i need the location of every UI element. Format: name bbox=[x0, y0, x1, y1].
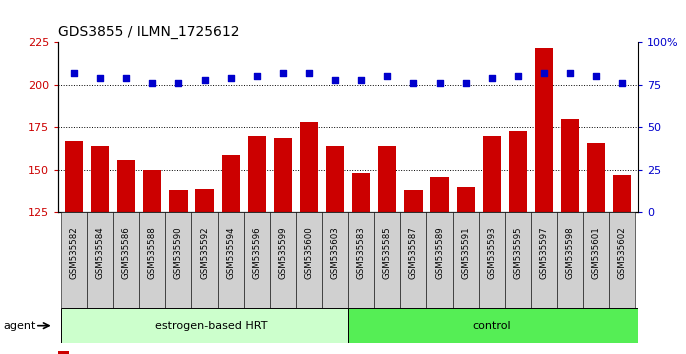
Point bbox=[121, 75, 132, 81]
Text: agent: agent bbox=[3, 321, 36, 331]
FancyBboxPatch shape bbox=[505, 212, 531, 308]
Text: GSM535585: GSM535585 bbox=[383, 227, 392, 280]
Bar bbox=[561, 119, 579, 212]
Text: control: control bbox=[473, 321, 511, 331]
Bar bbox=[535, 47, 553, 212]
Point bbox=[303, 70, 314, 76]
FancyBboxPatch shape bbox=[479, 212, 505, 308]
Text: GSM535582: GSM535582 bbox=[69, 227, 78, 280]
Bar bbox=[509, 131, 527, 212]
Bar bbox=[378, 146, 397, 212]
Text: GSM535591: GSM535591 bbox=[461, 227, 470, 279]
FancyBboxPatch shape bbox=[244, 212, 270, 308]
Bar bbox=[58, 351, 69, 354]
Point bbox=[199, 77, 210, 83]
FancyBboxPatch shape bbox=[583, 212, 609, 308]
FancyBboxPatch shape bbox=[165, 212, 191, 308]
FancyBboxPatch shape bbox=[191, 212, 217, 308]
FancyBboxPatch shape bbox=[270, 212, 296, 308]
Text: GSM535586: GSM535586 bbox=[121, 227, 131, 280]
FancyBboxPatch shape bbox=[375, 212, 401, 308]
Bar bbox=[348, 308, 638, 343]
Bar bbox=[117, 160, 135, 212]
Text: GSM535601: GSM535601 bbox=[592, 227, 601, 280]
Point bbox=[329, 77, 340, 83]
Bar bbox=[300, 122, 318, 212]
Text: GSM535603: GSM535603 bbox=[331, 227, 340, 280]
Text: GSM535583: GSM535583 bbox=[357, 227, 366, 280]
Bar bbox=[61, 308, 348, 343]
Text: GSM535593: GSM535593 bbox=[487, 227, 496, 279]
FancyBboxPatch shape bbox=[322, 212, 348, 308]
Bar bbox=[169, 190, 187, 212]
Bar bbox=[222, 155, 240, 212]
FancyBboxPatch shape bbox=[453, 212, 479, 308]
Text: GSM535600: GSM535600 bbox=[305, 227, 314, 280]
Point bbox=[225, 75, 236, 81]
Text: GSM535589: GSM535589 bbox=[435, 227, 444, 279]
Point bbox=[173, 80, 184, 86]
Point bbox=[356, 77, 367, 83]
FancyBboxPatch shape bbox=[557, 212, 583, 308]
Text: GSM535584: GSM535584 bbox=[95, 227, 104, 280]
Point bbox=[565, 70, 576, 76]
Point bbox=[591, 74, 602, 79]
FancyBboxPatch shape bbox=[296, 212, 322, 308]
FancyBboxPatch shape bbox=[609, 212, 635, 308]
FancyBboxPatch shape bbox=[531, 212, 557, 308]
Point bbox=[147, 80, 158, 86]
Point bbox=[95, 75, 106, 81]
FancyBboxPatch shape bbox=[348, 212, 375, 308]
FancyBboxPatch shape bbox=[217, 212, 244, 308]
Bar bbox=[430, 177, 449, 212]
FancyBboxPatch shape bbox=[61, 212, 87, 308]
Text: GSM535597: GSM535597 bbox=[539, 227, 549, 279]
Text: GSM535592: GSM535592 bbox=[200, 227, 209, 279]
Text: GSM535596: GSM535596 bbox=[252, 227, 261, 279]
Point bbox=[251, 74, 262, 79]
Text: estrogen-based HRT: estrogen-based HRT bbox=[155, 321, 268, 331]
Bar bbox=[587, 143, 605, 212]
Point bbox=[512, 74, 523, 79]
Text: GSM535590: GSM535590 bbox=[174, 227, 183, 279]
Point bbox=[277, 70, 288, 76]
Bar bbox=[91, 146, 109, 212]
Bar bbox=[65, 141, 83, 212]
Bar bbox=[196, 189, 213, 212]
Bar bbox=[613, 175, 631, 212]
Text: GDS3855 / ILMN_1725612: GDS3855 / ILMN_1725612 bbox=[58, 25, 240, 39]
Text: GSM535587: GSM535587 bbox=[409, 227, 418, 280]
Bar bbox=[248, 136, 266, 212]
Bar bbox=[456, 187, 475, 212]
Text: GSM535599: GSM535599 bbox=[279, 227, 287, 279]
FancyBboxPatch shape bbox=[113, 212, 139, 308]
Point bbox=[617, 80, 628, 86]
Bar bbox=[352, 173, 370, 212]
FancyBboxPatch shape bbox=[139, 212, 165, 308]
Point bbox=[69, 70, 80, 76]
Text: GSM535595: GSM535595 bbox=[513, 227, 522, 279]
Bar bbox=[404, 190, 423, 212]
Bar bbox=[274, 138, 292, 212]
Point bbox=[408, 80, 419, 86]
Bar bbox=[483, 136, 501, 212]
Point bbox=[539, 70, 549, 76]
Point bbox=[434, 80, 445, 86]
Text: GSM535598: GSM535598 bbox=[565, 227, 575, 279]
FancyBboxPatch shape bbox=[427, 212, 453, 308]
Point bbox=[460, 80, 471, 86]
FancyBboxPatch shape bbox=[87, 212, 113, 308]
Text: GSM535602: GSM535602 bbox=[618, 227, 627, 280]
Point bbox=[486, 75, 497, 81]
Point bbox=[382, 74, 393, 79]
Text: GSM535594: GSM535594 bbox=[226, 227, 235, 279]
FancyBboxPatch shape bbox=[401, 212, 427, 308]
Bar bbox=[326, 146, 344, 212]
Bar bbox=[143, 170, 161, 212]
Text: GSM535588: GSM535588 bbox=[147, 227, 157, 280]
